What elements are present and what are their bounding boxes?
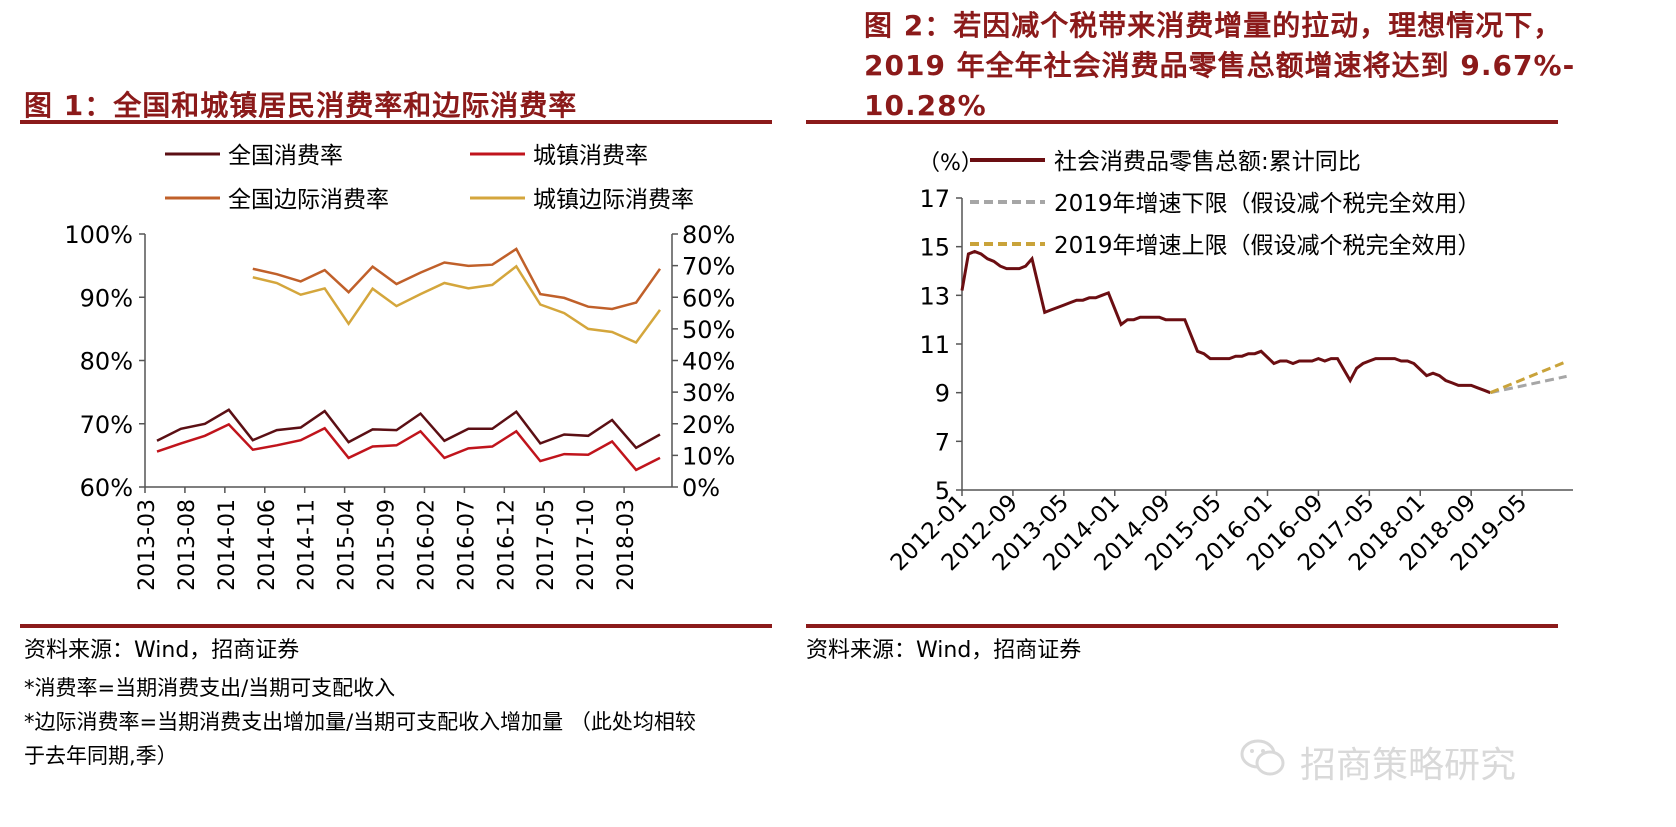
series-line bbox=[1489, 374, 1567, 395]
right-tick-label: 70% bbox=[682, 253, 735, 281]
chart-title-line-1: 图 2：若因减个税带来消费增量的拉动，理想情况下， bbox=[864, 9, 1563, 42]
right-tick-label: 20% bbox=[682, 411, 735, 439]
x-tick-label: 2016-12 bbox=[494, 499, 519, 591]
left-tick-label: 70% bbox=[80, 411, 133, 439]
footnote-continued: 于去年同期,季） bbox=[24, 744, 178, 768]
chart-title-line-3: 10.28% bbox=[864, 89, 987, 122]
left-tick-label: 80% bbox=[80, 348, 133, 376]
right-tick-label: 30% bbox=[682, 379, 735, 407]
y-tick-label: 9 bbox=[935, 380, 950, 408]
wechat-icon bbox=[1240, 738, 1286, 778]
watermark-text: 招商策略研究 bbox=[1300, 745, 1517, 786]
legend-label: 全国边际消费率 bbox=[228, 187, 389, 213]
y-tick-label: 7 bbox=[935, 428, 950, 456]
footnote-marginal-rate: *边际消费率=当期消费支出增加量/当期可支配收入增加量 （此处均相较 bbox=[24, 710, 696, 734]
source-rule bbox=[806, 624, 1558, 628]
chart-retail-sales: （%）171513119752012-012012-092013-052014-… bbox=[886, 149, 1573, 576]
legend-label: 2019年增速上限（假设减个税完全效用） bbox=[1054, 233, 1481, 259]
x-tick-label: 2015-04 bbox=[335, 499, 360, 591]
x-tick-label: 2016-02 bbox=[414, 499, 439, 591]
left-tick-label: 60% bbox=[80, 474, 133, 502]
right-tick-label: 0% bbox=[682, 474, 720, 502]
left-tick-label: 90% bbox=[80, 284, 133, 312]
y-tick-label: 17 bbox=[919, 185, 950, 213]
legend-label: 全国消费率 bbox=[228, 143, 343, 169]
x-tick-label: 2013-03 bbox=[135, 499, 160, 591]
chart-consumption-rate: 100% 90% 80% 70% 60% 80% 70% 60% 50% 40% 30% 20% 10%… bbox=[64, 143, 735, 591]
legend-label: 城镇边际消费率 bbox=[533, 187, 694, 213]
x-tick-label: 2014-01 bbox=[215, 499, 240, 591]
series-line bbox=[1489, 360, 1568, 395]
chart-panel-retail-sales: 图 2：若因减个税带来消费增量的拉动，理想情况下， 2019 年全年社会消费品零… bbox=[806, 0, 1676, 827]
chart-panel-consumption-rate: 图 1：全国和城镇居民消费率和边际消费率 100% 90% 80% 70% 60% 80%… bbox=[0, 0, 830, 827]
title-rule bbox=[20, 120, 772, 124]
y-tick-label: 13 bbox=[919, 282, 950, 310]
right-tick-label: 10% bbox=[682, 442, 735, 470]
x-tick-label: 2014-06 bbox=[255, 499, 280, 591]
source-rule bbox=[20, 624, 772, 628]
footnote-consumption-rate: *消费率=当期消费支出/当期可支配收入 bbox=[24, 676, 396, 700]
y-tick-label: 5 bbox=[935, 477, 950, 505]
legend-label: 社会消费品零售总额:累计同比 bbox=[1054, 149, 1361, 175]
y-tick-label: 11 bbox=[919, 331, 950, 359]
x-tick-label: 2016-07 bbox=[454, 499, 479, 591]
x-tick-label: 2013-08 bbox=[175, 499, 200, 591]
series-line bbox=[252, 264, 662, 345]
x-tick-label: 2017-10 bbox=[574, 499, 599, 591]
y-axis-unit-label: （%） bbox=[918, 151, 983, 176]
legend-label: 城镇消费率 bbox=[533, 143, 648, 169]
x-tick-label: 2015-09 bbox=[375, 499, 400, 591]
y-tick-label: 15 bbox=[919, 234, 950, 262]
right-tick-label: 50% bbox=[682, 316, 735, 344]
legend-label: 2019年增速下限（假设减个税完全效用） bbox=[1054, 191, 1481, 217]
series-line bbox=[156, 422, 661, 472]
source-text: 资料来源：Wind，招商证券 bbox=[806, 638, 1082, 663]
x-tick-label: 2017-05 bbox=[534, 499, 559, 591]
series-line bbox=[252, 247, 662, 311]
series-line bbox=[156, 408, 661, 450]
title-rule bbox=[806, 120, 1558, 124]
series-line bbox=[960, 249, 1491, 395]
x-tick-label: 2018-03 bbox=[614, 499, 639, 591]
chart-title: 图 1：全国和城镇居民消费率和边际消费率 bbox=[24, 89, 578, 122]
chart-title-line-2: 2019 年全年社会消费品零售总额增速将达到 9.67%- bbox=[864, 49, 1576, 82]
chart-title: 图 2：若因减个税带来消费增量的拉动，理想情况下， 2019 年全年社会消费品零… bbox=[864, 6, 1672, 126]
right-tick-label: 80% bbox=[682, 221, 735, 249]
x-tick-label: 2014-11 bbox=[295, 499, 320, 591]
right-tick-label: 40% bbox=[682, 348, 735, 376]
right-tick-label: 60% bbox=[682, 284, 735, 312]
left-tick-label: 100% bbox=[64, 221, 133, 249]
source-text: 资料来源：Wind，招商证券 bbox=[24, 638, 300, 663]
